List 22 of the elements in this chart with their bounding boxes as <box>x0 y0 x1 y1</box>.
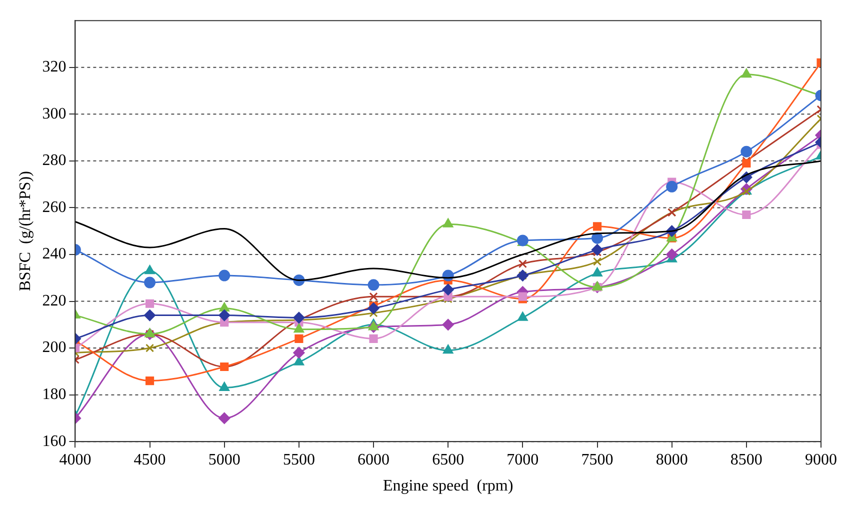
x-tick-label: 7000 <box>506 451 539 468</box>
x-tick-label: 9000 <box>805 451 837 468</box>
x-tick-label: 5000 <box>208 451 240 468</box>
y-tick-label: 200 <box>42 339 66 356</box>
x-tick-label: 4000 <box>59 451 92 468</box>
y-tick-label: 240 <box>42 246 66 263</box>
y-tick-label: 220 <box>42 292 66 310</box>
y-tick-label: 280 <box>42 152 66 170</box>
x-tick-label: 6000 <box>358 451 390 468</box>
x-tick-label: 8000 <box>656 451 688 468</box>
y-tick-label: 260 <box>42 198 66 216</box>
y-tick-label: 160 <box>42 432 66 450</box>
y-tick-label: 320 <box>42 58 66 76</box>
x-tick-label: 6500 <box>432 451 464 468</box>
x-tick-label: 7500 <box>581 451 614 468</box>
y-tick-label: 180 <box>42 386 66 404</box>
y-axis-title: BSFC (g/(hr*PS)) <box>16 171 34 292</box>
x-tick-label: 5500 <box>282 451 315 468</box>
x-tick-label: 8500 <box>730 451 762 468</box>
y-tick-label: 300 <box>42 105 66 122</box>
x-tick-label: 4500 <box>134 451 166 468</box>
x-axis-title: Engine speed (rpm) <box>383 478 514 495</box>
